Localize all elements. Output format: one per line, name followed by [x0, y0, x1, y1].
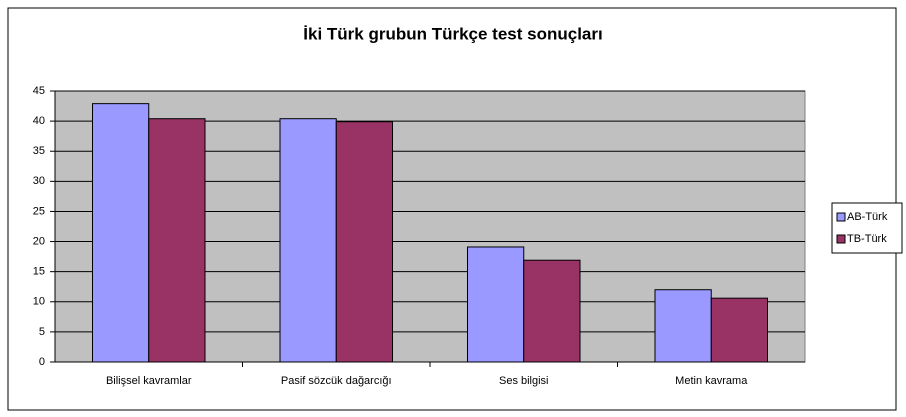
bar [654, 289, 712, 363]
y-tick-label: 35 [33, 145, 45, 157]
y-tick-label: 45 [33, 85, 45, 97]
bar [523, 259, 581, 363]
y-tick-label: 10 [33, 296, 45, 308]
x-tick-label: Bilişsel kavramlar [106, 375, 192, 387]
bar [710, 297, 768, 363]
chart-title: İki Türk grubun Türkçe test sonuçları [303, 24, 602, 43]
legend-box [831, 202, 903, 254]
bar [279, 118, 337, 363]
x-tick-label: Ses bilgisi [499, 375, 549, 387]
x-tick-label: Pasif sözcük dağarcığı [281, 375, 392, 387]
bar [467, 246, 525, 363]
legend-label: AB-Türk [847, 211, 888, 223]
bar [335, 121, 393, 363]
x-tick-label: Metin kavrama [675, 375, 748, 387]
bar [92, 103, 150, 363]
y-tick-label: 25 [33, 205, 45, 217]
legend-swatch [836, 212, 846, 222]
y-tick-label: 40 [33, 115, 45, 127]
legend-label: TB-Türk [847, 233, 887, 245]
y-tick-label: 20 [33, 235, 45, 247]
y-tick-label: 30 [33, 175, 45, 187]
y-tick-label: 0 [39, 356, 45, 368]
bar [148, 118, 206, 363]
y-tick-label: 15 [33, 266, 45, 278]
y-tick-label: 5 [39, 326, 45, 338]
legend-swatch [836, 234, 846, 244]
